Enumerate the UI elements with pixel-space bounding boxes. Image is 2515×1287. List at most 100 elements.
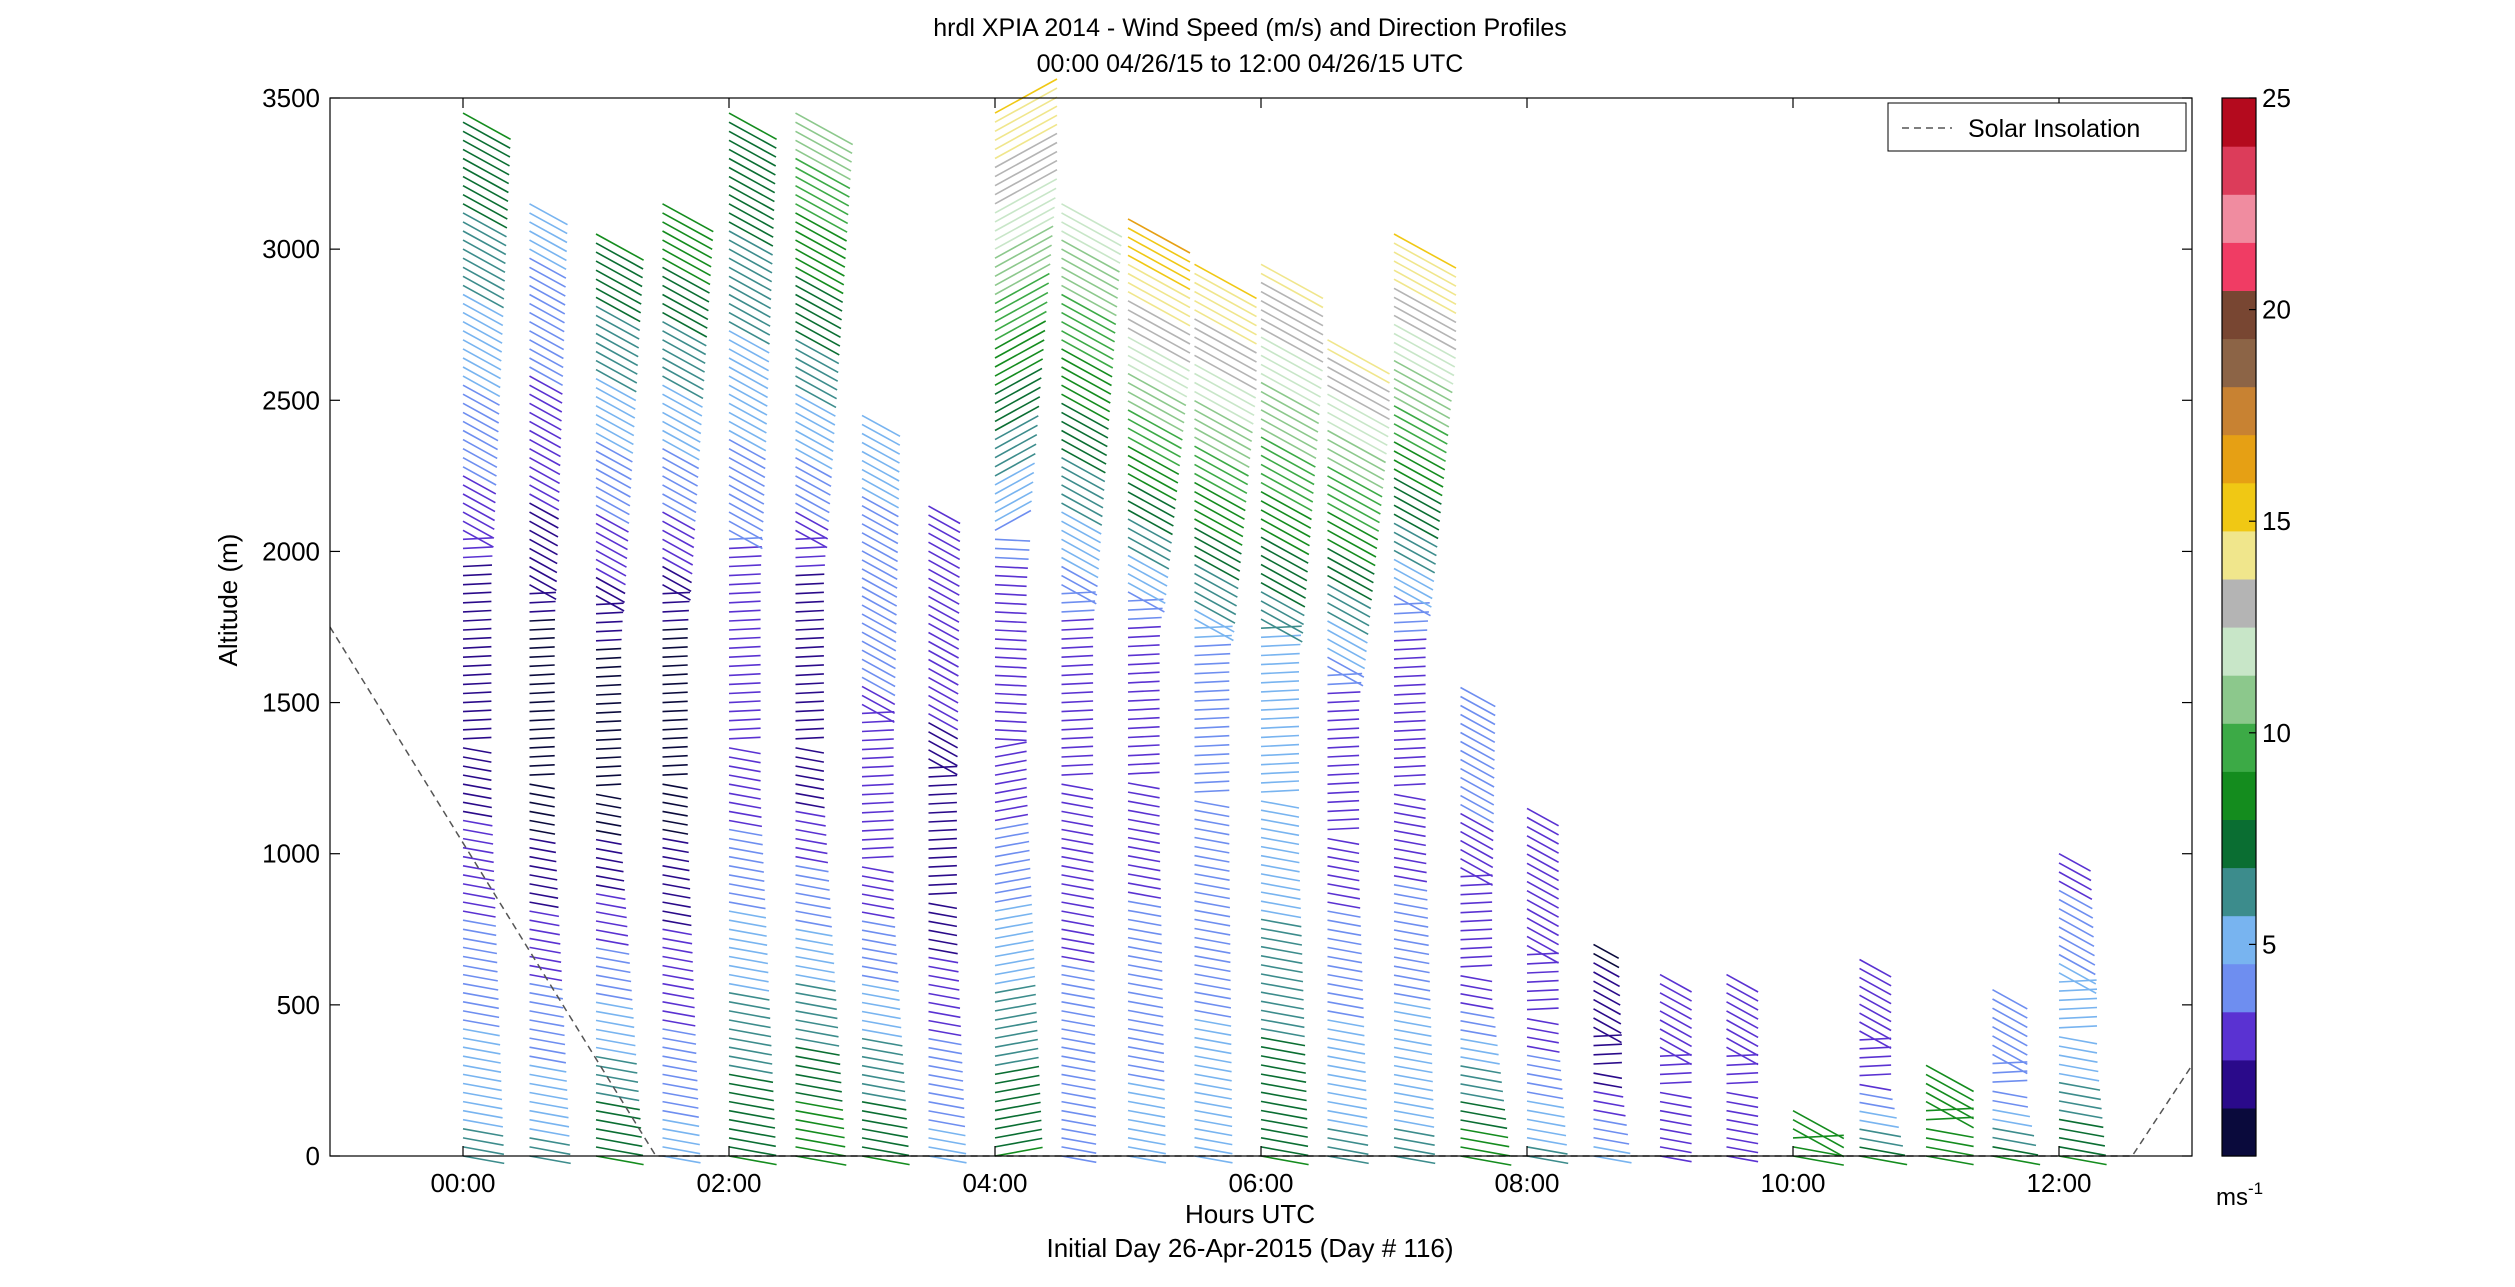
wind-barb xyxy=(1460,785,1495,806)
wind-barb xyxy=(1393,432,1446,463)
colorbar-tick-label: 10 xyxy=(2262,718,2291,748)
wind-barb xyxy=(994,849,1030,858)
wind-barb xyxy=(595,911,627,919)
wind-barb xyxy=(595,423,634,446)
wind-barb xyxy=(861,450,900,473)
wind-barb xyxy=(1925,1116,1974,1121)
wind-barb xyxy=(1260,982,1304,992)
wind-barb xyxy=(529,919,560,927)
wind-barb xyxy=(462,1109,503,1119)
wind-barb xyxy=(595,405,635,428)
wind-barb xyxy=(1061,1028,1096,1036)
wind-barb xyxy=(662,511,696,531)
wind-barb xyxy=(595,665,622,669)
wind-barb xyxy=(462,529,494,548)
wind-barb xyxy=(529,493,560,511)
wind-barb xyxy=(1194,982,1231,991)
wind-barb xyxy=(1393,1001,1431,1010)
wind-barb xyxy=(1992,1053,2028,1075)
wind-barb xyxy=(662,1010,696,1018)
wind-barb xyxy=(994,87,1058,123)
wind-barb xyxy=(529,320,565,342)
wind-barb xyxy=(928,667,959,686)
wind-barb xyxy=(928,828,957,832)
wind-barb xyxy=(928,864,957,868)
wind-barb xyxy=(1260,698,1300,702)
wind-barb xyxy=(795,837,827,845)
wind-barb xyxy=(1061,828,1094,836)
wind-barb xyxy=(1061,502,1103,526)
wind-barb xyxy=(1327,520,1378,550)
wind-barb xyxy=(1460,1092,1505,1102)
wind-barb xyxy=(1327,475,1382,507)
wind-barb xyxy=(2058,880,2093,901)
wind-barb xyxy=(795,484,831,505)
wind-barb xyxy=(662,221,713,251)
wind-barb xyxy=(1061,874,1094,882)
wind-barb xyxy=(1327,1082,1367,1092)
colorbar-segment xyxy=(2222,290,2256,340)
wind-barb xyxy=(994,1002,1037,1012)
wind-barb xyxy=(462,348,502,371)
wind-barb xyxy=(462,964,498,973)
wind-barb xyxy=(462,284,504,309)
wind-barb xyxy=(462,828,493,836)
wind-barb xyxy=(928,649,959,668)
wind-barb xyxy=(529,1037,566,1046)
wind-barb xyxy=(529,466,560,485)
wind-barb xyxy=(1726,1062,1759,1067)
wind-barb xyxy=(595,693,622,696)
wind-barb xyxy=(795,212,847,242)
wind-barb xyxy=(1127,644,1160,648)
wind-barb xyxy=(1260,625,1302,629)
wind-barb xyxy=(795,727,824,731)
wind-barb xyxy=(1526,1018,1559,1026)
wind-barb xyxy=(728,493,764,514)
wind-barb xyxy=(1061,357,1112,387)
wind-barb xyxy=(795,846,828,855)
wind-barb xyxy=(1593,1109,1626,1117)
wind-barb xyxy=(529,937,561,945)
wind-barb xyxy=(728,148,776,176)
wind-barb xyxy=(462,1100,503,1110)
wind-barb xyxy=(1992,1079,2028,1083)
wind-barb xyxy=(795,700,824,704)
wind-barb xyxy=(529,1019,565,1027)
wind-barb xyxy=(1526,880,1559,900)
wind-barb xyxy=(1260,900,1301,910)
wind-barb xyxy=(595,783,622,787)
wind-barb xyxy=(795,384,837,409)
wind-barb xyxy=(994,939,1034,949)
y-tick-label: 1500 xyxy=(262,688,320,718)
wind-barb xyxy=(994,683,1027,687)
wind-barb xyxy=(529,574,557,592)
wind-barb xyxy=(1127,591,1165,613)
wind-barb xyxy=(595,260,643,288)
wind-barb xyxy=(595,884,625,891)
wind-barb xyxy=(1859,1012,1892,1032)
wind-barb xyxy=(994,405,1040,432)
wind-barb xyxy=(728,1146,777,1157)
wind-barb xyxy=(1393,269,1457,306)
wind-barb xyxy=(529,992,564,1000)
wind-barb xyxy=(728,747,761,755)
wind-barb xyxy=(1260,909,1302,919)
wind-barb xyxy=(795,892,831,901)
wind-barb xyxy=(1393,314,1457,351)
wind-barb xyxy=(2058,907,2094,929)
wind-barb xyxy=(1194,818,1230,827)
wind-barb xyxy=(1659,1081,1692,1085)
wind-barb xyxy=(595,683,622,687)
wind-barb xyxy=(462,747,492,754)
wind-barb xyxy=(1127,735,1160,739)
wind-barb xyxy=(529,955,562,963)
wind-barb xyxy=(529,773,555,776)
wind-barb xyxy=(1061,547,1100,570)
wind-barb xyxy=(728,1010,771,1020)
wind-barb xyxy=(1726,1146,1759,1154)
wind-barb xyxy=(529,1082,568,1091)
wind-barb xyxy=(1526,889,1559,909)
wind-barb xyxy=(1327,538,1376,567)
wind-barb xyxy=(928,956,959,964)
wind-barb xyxy=(595,350,638,375)
